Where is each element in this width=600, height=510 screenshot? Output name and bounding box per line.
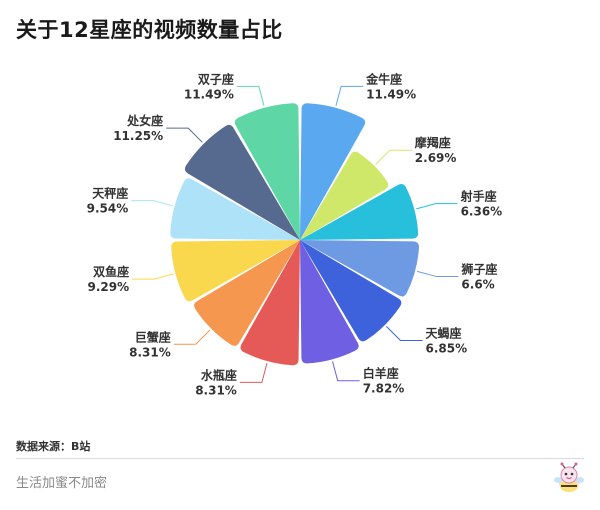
slice-value-label: 11.25% <box>113 129 163 143</box>
slice-name-label: 天蝎座 <box>425 325 461 340</box>
slice-name-label: 金牛座 <box>365 71 402 86</box>
footer-brand: 生活加蜜不加密 <box>16 476 108 491</box>
slice-value-label: 8.31% <box>195 383 237 397</box>
slice-name-label: 摩羯座 <box>415 135 451 150</box>
pie-slice-10 <box>170 178 300 240</box>
leader-line-3 <box>416 203 458 210</box>
slice-value-label: 6.85% <box>425 341 467 355</box>
pie-slice-9 <box>171 240 300 302</box>
slice-name-label: 白羊座 <box>363 366 399 381</box>
chart-title: 关于12星座的视频数量占比 <box>16 18 283 42</box>
pie-slice-2 <box>300 151 389 240</box>
leader-line-9 <box>132 273 174 280</box>
slice-value-label: 2.69% <box>415 151 457 165</box>
slice-name-label: 双鱼座 <box>93 264 129 279</box>
pie-slice-3 <box>300 183 419 240</box>
leader-line-4 <box>416 270 459 278</box>
leader-line-6 <box>332 361 360 382</box>
slice-value-label: 11.49% <box>366 87 416 101</box>
leader-line-8 <box>173 329 211 345</box>
slice-name-label: 巨蟹座 <box>135 329 171 344</box>
slice-value-label: 9.29% <box>88 280 130 294</box>
slice-value-label: 6.36% <box>461 205 503 219</box>
rose-pie-chart: 金牛座11.49%摩羯座2.69%射手座6.36%狮子座6.6%天蝎座6.85%… <box>87 71 503 397</box>
slice-name-label: 水瓶座 <box>201 367 237 382</box>
slice-name-label: 天秤座 <box>92 186 128 201</box>
bee-mascot-logo <box>554 462 584 492</box>
leader-line-7 <box>239 362 268 383</box>
pie-slice-4 <box>300 240 419 297</box>
slice-name-label: 处女座 <box>126 113 163 128</box>
leader-line-1 <box>335 85 364 106</box>
leader-line-10 <box>131 200 173 207</box>
slice-value-label: 6.6% <box>461 278 494 292</box>
leader-line-12 <box>236 85 265 106</box>
slice-value-label: 8.31% <box>129 345 171 359</box>
slice-name-label: 双子座 <box>198 71 234 86</box>
pie-slice-5 <box>300 240 402 342</box>
slice-value-label: 7.82% <box>363 382 405 396</box>
pie-slice-8 <box>194 240 300 346</box>
slice-name-label: 射手座 <box>460 189 497 204</box>
leader-line-11 <box>166 127 203 143</box>
pie-slices <box>170 103 419 366</box>
pie-slice-1 <box>300 103 366 240</box>
pie-slice-12 <box>234 103 300 240</box>
pie-slice-11 <box>184 124 300 240</box>
slice-name-label: 狮子座 <box>460 262 497 277</box>
pie-slice-6 <box>300 240 359 364</box>
divider <box>16 458 584 459</box>
slice-value-label: 11.49% <box>184 87 234 101</box>
pie-slice-7 <box>240 240 300 366</box>
pie-labels: 金牛座11.49%摩羯座2.69%射手座6.36%狮子座6.6%天蝎座6.85%… <box>87 71 503 397</box>
data-source: 数据来源：B站 <box>16 440 91 453</box>
leader-line-2 <box>375 149 412 165</box>
slice-value-label: 9.54% <box>87 202 129 216</box>
leader-line-5 <box>386 326 423 341</box>
